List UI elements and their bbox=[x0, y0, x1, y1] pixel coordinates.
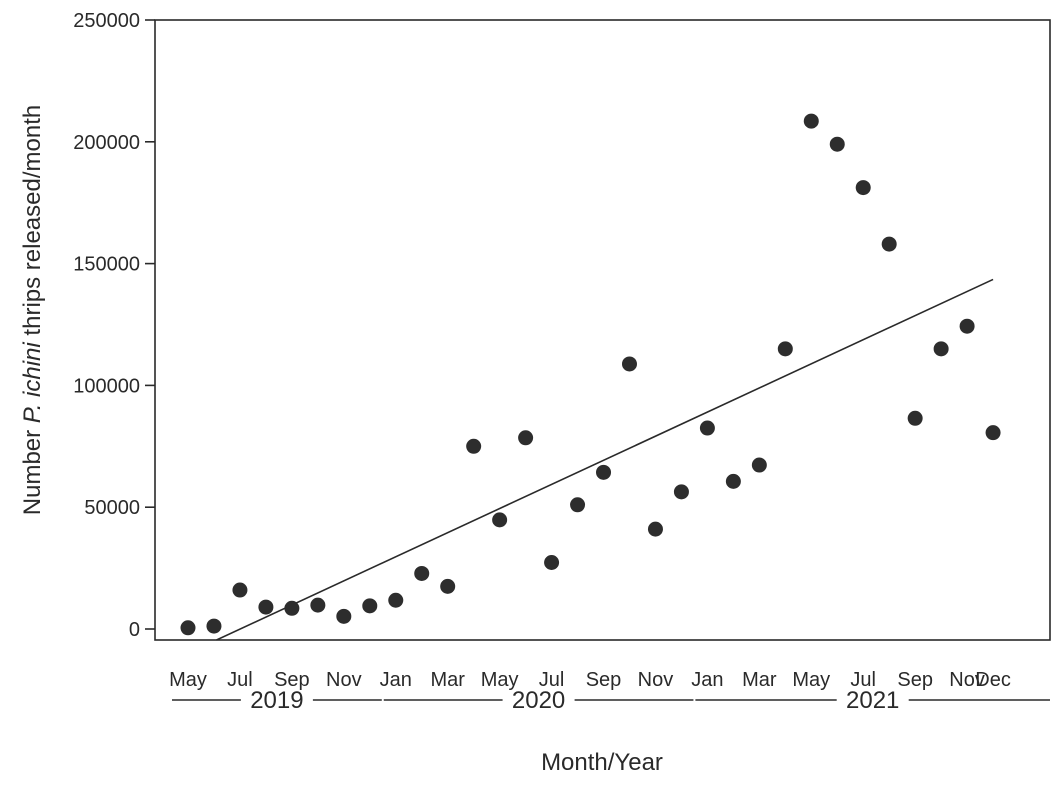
data-point bbox=[855, 180, 871, 196]
x-tick-label: Dec bbox=[975, 669, 1011, 691]
data-point bbox=[647, 521, 663, 537]
x-tick-label: Mar bbox=[430, 669, 465, 691]
x-tick-label: Jan bbox=[691, 669, 723, 691]
data-point bbox=[751, 457, 767, 473]
data-point bbox=[206, 618, 222, 634]
data-point bbox=[518, 430, 534, 446]
data-point bbox=[180, 620, 196, 636]
data-point bbox=[699, 420, 715, 436]
data-point bbox=[544, 554, 560, 570]
data-point bbox=[803, 113, 819, 129]
data-point bbox=[777, 341, 793, 357]
year-groups: 2019 2020 2021 bbox=[172, 687, 1050, 714]
data-point bbox=[621, 356, 637, 372]
data-point bbox=[725, 473, 741, 489]
data-point bbox=[907, 410, 923, 426]
year-label: 2019 bbox=[250, 687, 303, 714]
data-point bbox=[414, 565, 430, 581]
data-point bbox=[466, 438, 482, 454]
x-tick-label: Jul bbox=[227, 669, 253, 691]
x-tick-label: Nov bbox=[949, 669, 985, 691]
y-tick-label: 0 bbox=[129, 619, 140, 641]
x-tick-label: Mar bbox=[742, 669, 777, 691]
data-point bbox=[310, 597, 326, 613]
data-point bbox=[570, 497, 586, 513]
x-tick-label: Jan bbox=[380, 669, 412, 691]
data-point bbox=[362, 598, 378, 614]
data-point bbox=[388, 592, 404, 608]
data-point bbox=[959, 318, 975, 334]
x-tick-label: May bbox=[481, 669, 519, 691]
year-label: 2020 bbox=[512, 687, 565, 714]
trend-line bbox=[216, 278, 994, 641]
x-axis: May Jul Sep Nov Jan Mar May Jul Sep Nov Jan Mar May J… bbox=[169, 669, 1011, 691]
y-axis-title-after: thrips released/month bbox=[19, 105, 46, 342]
y-axis-title-before: Number bbox=[19, 423, 46, 515]
data-points bbox=[180, 113, 1001, 636]
x-tick-label: Sep bbox=[586, 669, 622, 691]
data-point bbox=[829, 136, 845, 152]
x-tick-label: May bbox=[169, 669, 207, 691]
y-axis: 0 50000 100000 150000 200000 250000 bbox=[73, 10, 155, 641]
data-point bbox=[440, 578, 456, 594]
y-tick-label: 200000 bbox=[73, 132, 140, 154]
data-point bbox=[881, 236, 897, 252]
x-tick-label: Nov bbox=[326, 669, 362, 691]
x-tick-label: Sep bbox=[274, 669, 310, 691]
data-point bbox=[596, 464, 612, 480]
data-point bbox=[985, 425, 1001, 441]
y-tick-label: 50000 bbox=[84, 497, 140, 519]
data-point bbox=[336, 608, 352, 624]
y-axis-title-italic: P. ichini bbox=[19, 342, 46, 424]
y-tick-label: 100000 bbox=[73, 375, 140, 397]
x-tick-label: May bbox=[792, 669, 830, 691]
x-tick-label: Nov bbox=[638, 669, 674, 691]
y-tick-label: 250000 bbox=[73, 10, 140, 32]
plot-frame bbox=[154, 19, 1051, 641]
data-point bbox=[284, 600, 300, 616]
y-axis-title: Number P. ichini thrips released/month bbox=[19, 105, 46, 515]
data-point bbox=[232, 582, 248, 598]
data-point bbox=[933, 341, 949, 357]
x-tick-label: Jul bbox=[539, 669, 565, 691]
x-axis-title: Month/Year bbox=[541, 749, 663, 776]
data-point bbox=[492, 512, 508, 528]
trend-line-group bbox=[216, 278, 994, 641]
data-point bbox=[673, 484, 689, 500]
year-label: 2021 bbox=[846, 687, 899, 714]
x-tick-label: Jul bbox=[850, 669, 876, 691]
y-tick-label: 150000 bbox=[73, 254, 140, 276]
data-point bbox=[258, 599, 274, 615]
x-tick-label: Sep bbox=[897, 669, 933, 691]
